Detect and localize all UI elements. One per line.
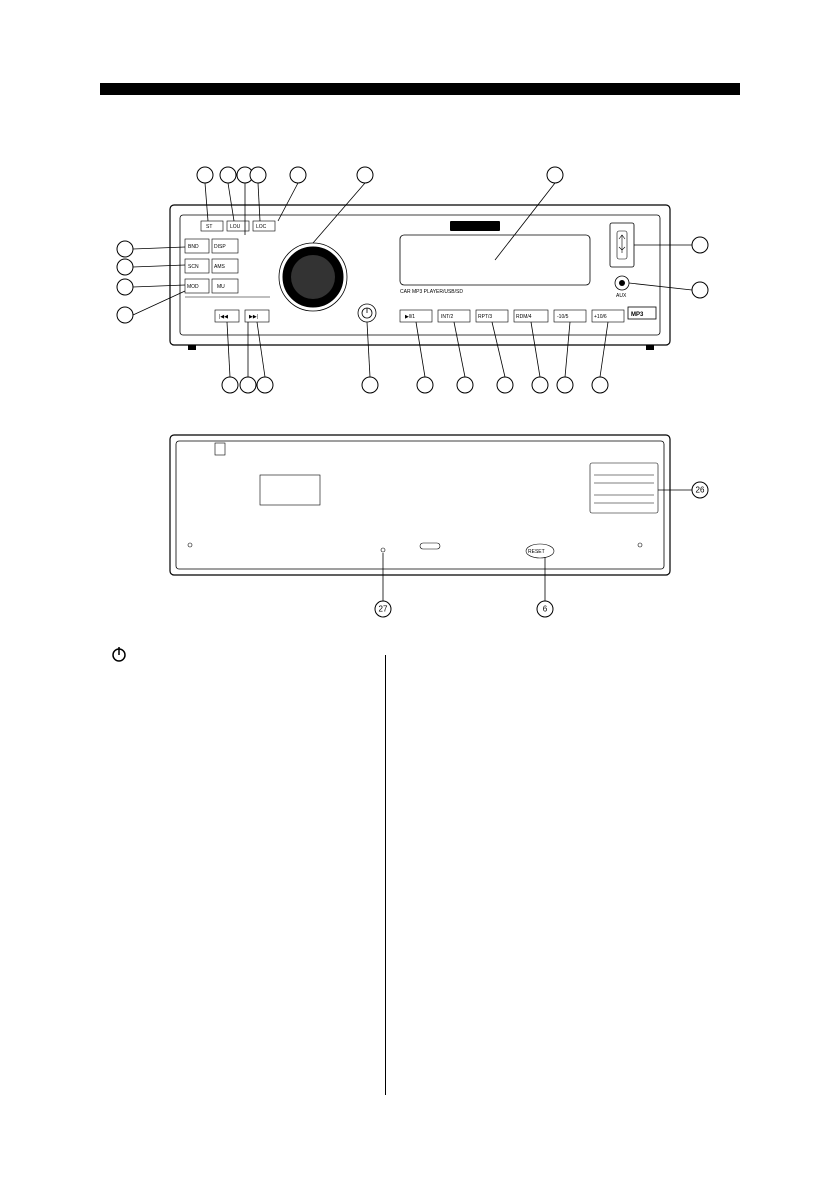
button-play-1: ▶‖/1: [400, 310, 432, 322]
svg-text:RPT/3: RPT/3: [478, 314, 492, 320]
svg-text:SCN: SCN: [188, 264, 199, 270]
top-button-lou: LOU: [227, 221, 249, 231]
button-int-2: INT/2: [438, 310, 470, 322]
usb-port: [610, 223, 634, 267]
svg-text:RDM/4: RDM/4: [516, 314, 532, 320]
svg-text:RESET: RESET: [528, 549, 545, 555]
svg-text:MU: MU: [217, 284, 225, 290]
button-disp: DISP: [212, 239, 238, 253]
svg-text:26: 26: [696, 486, 705, 495]
svg-text:BND: BND: [188, 244, 199, 250]
svg-text:DISP: DISP: [214, 244, 226, 250]
svg-text:LOC: LOC: [256, 224, 267, 230]
svg-text:LOU: LOU: [230, 224, 241, 230]
svg-text:-10/5: -10/5: [557, 314, 569, 320]
brand-label: MYSTERY: [455, 224, 480, 230]
svg-text:+10/6: +10/6: [594, 314, 607, 320]
svg-text:MP3: MP3: [631, 312, 644, 318]
back-panel: RESET: [170, 435, 670, 575]
svg-text:6: 6: [543, 605, 548, 614]
svg-text:AUX: AUX: [616, 293, 627, 299]
button-prev: |◀◀: [215, 310, 239, 322]
top-button-loc: LOC: [253, 221, 275, 231]
sub-label: CAR MP3 PLAYER/USB/SD: [400, 289, 463, 295]
button-mod: MOD: [185, 279, 209, 293]
svg-text:MOD: MOD: [187, 284, 199, 290]
svg-text:INT/2: INT/2: [441, 314, 453, 320]
svg-text:|◀◀: |◀◀: [219, 314, 228, 320]
svg-text:27: 27: [379, 605, 388, 614]
button-scn: SCN: [185, 259, 209, 273]
button-mu: MU: [212, 279, 238, 293]
power-icon: [110, 645, 128, 668]
description-columns: [100, 645, 740, 1095]
button-minus10-5: -10/5: [554, 310, 586, 322]
button-next: ▶▶|: [245, 310, 269, 322]
svg-text:ST: ST: [206, 224, 212, 230]
power-button: [358, 304, 376, 322]
svg-text:▶‖/1: ▶‖/1: [405, 314, 415, 320]
top-button-st: ST: [201, 221, 223, 231]
device-diagram: ST LOU LOC BND DISP SCN: [100, 165, 740, 630]
button-plus10-6: +10/6: [592, 310, 624, 322]
button-bnd: BND: [185, 239, 209, 253]
svg-text:AMS: AMS: [214, 264, 226, 270]
button-rdm-4: RDM/4: [514, 310, 548, 322]
header-bar: [100, 83, 740, 95]
button-ams: AMS: [212, 259, 238, 273]
svg-text:▶▶|: ▶▶|: [249, 314, 258, 320]
sd-card-slot: [590, 463, 658, 513]
button-rpt-3: RPT/3: [476, 310, 508, 322]
column-divider: [385, 655, 386, 1095]
